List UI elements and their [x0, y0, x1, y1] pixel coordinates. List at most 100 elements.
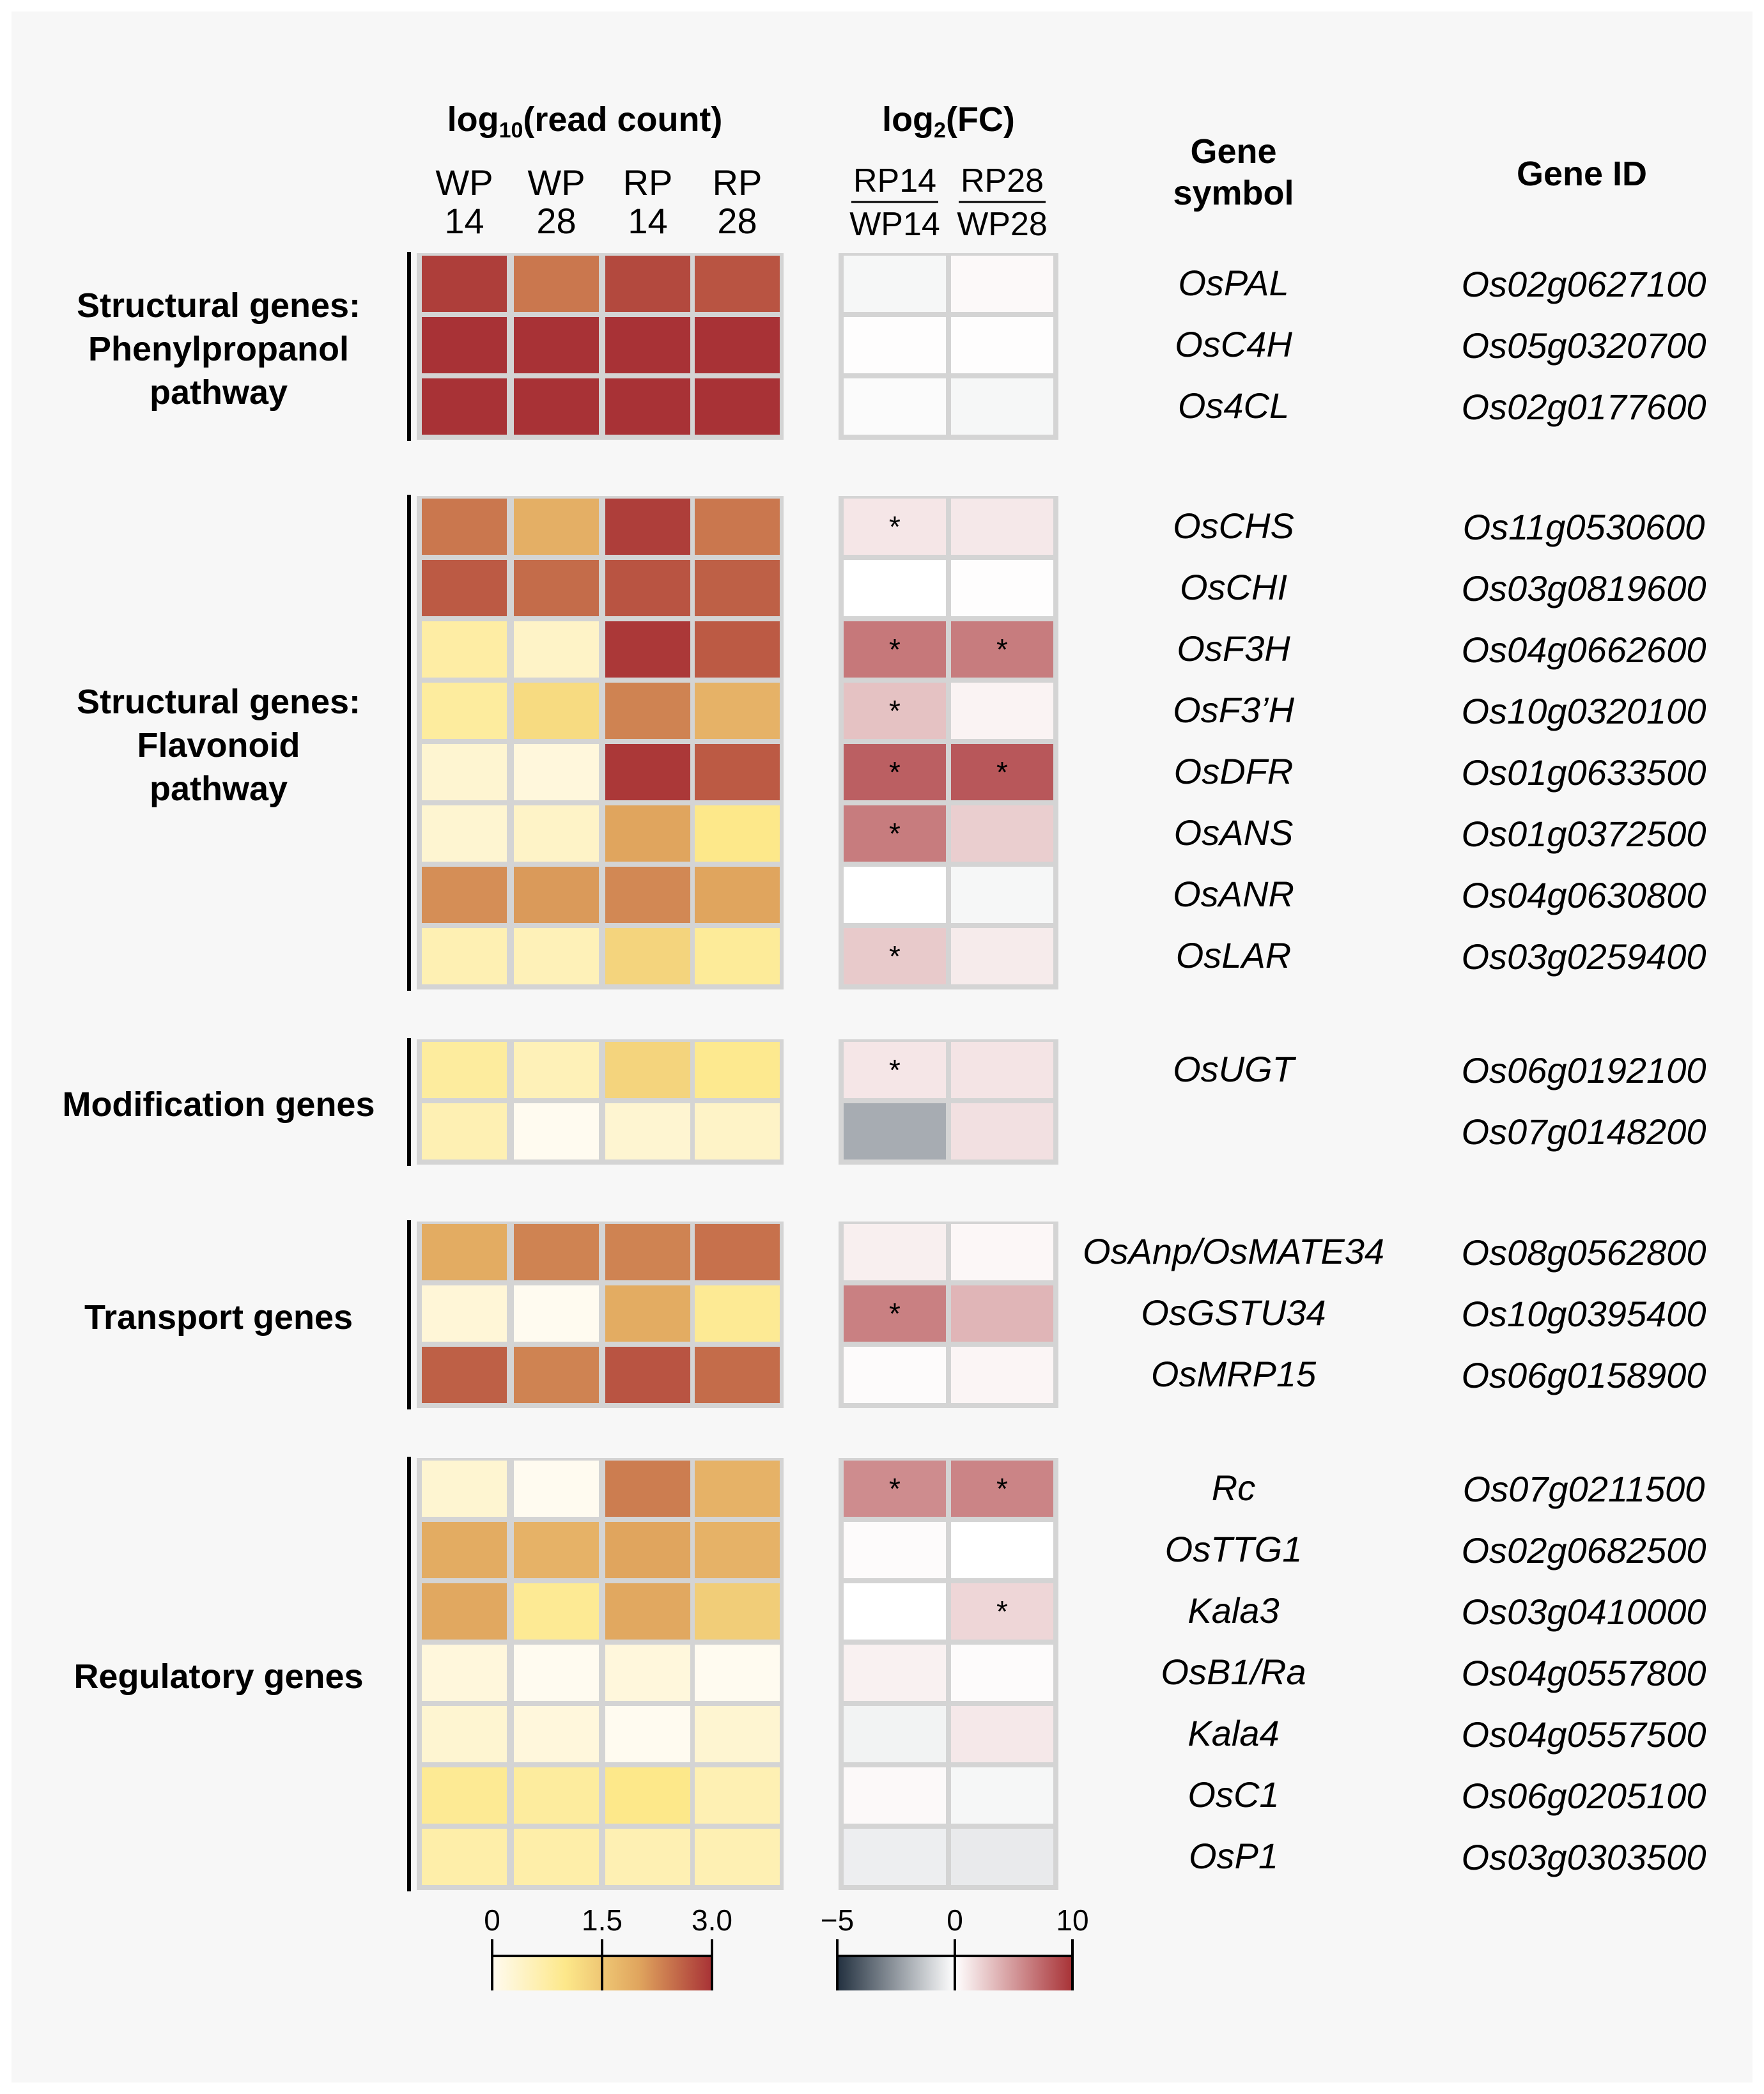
read-count-cell	[695, 1285, 780, 1342]
read-count-cell	[605, 1645, 690, 1701]
gene-id-label: Os03g0303500	[1461, 1837, 1706, 1877]
gene-id-label: Os01g0633500	[1461, 752, 1706, 793]
read-count-cell	[695, 1767, 780, 1824]
gene-symbol-label: OsUGT	[1173, 1049, 1297, 1089]
fold-change-cell	[844, 744, 946, 800]
read-count-cell	[514, 378, 599, 435]
gene-symbol-label: OsF3H	[1177, 628, 1290, 669]
fold-change-cell	[951, 499, 1053, 555]
read-count-cell	[695, 744, 780, 800]
fold-change-cell	[951, 317, 1053, 373]
significance-asterisk: *	[889, 1297, 901, 1330]
read-count-cell	[695, 560, 780, 616]
read-count-cell	[514, 560, 599, 616]
read-count-cell	[695, 1706, 780, 1762]
read-count-cell	[422, 805, 507, 862]
fold-change-colorbar-tick-label: −5	[821, 1904, 854, 1937]
read-count-cell	[695, 1522, 780, 1578]
read-count-cell	[514, 1767, 599, 1824]
read-count-cell	[605, 1767, 690, 1824]
column-label-4-line1: RP	[713, 162, 762, 203]
read-count-cell	[695, 867, 780, 923]
read-count-cell	[514, 683, 599, 739]
read-count-cell	[422, 1224, 507, 1280]
read-count-cell	[605, 256, 690, 312]
column-label-1-line2: 14	[444, 201, 484, 241]
fold-change-cell	[844, 317, 946, 373]
read-count-cell	[605, 1829, 690, 1885]
group-1-label-line2: Phenylpropanol	[88, 330, 349, 368]
read-count-cell	[422, 928, 507, 984]
fold-change-cell	[951, 378, 1053, 435]
read-count-cell	[514, 1829, 599, 1885]
fold-change-cell	[951, 1767, 1053, 1824]
significance-asterisk: *	[889, 1472, 901, 1505]
read-count-cell	[422, 1522, 507, 1578]
significance-asterisk: *	[996, 1472, 1008, 1505]
fold-change-cell	[951, 744, 1053, 800]
fold-change-cell	[951, 1461, 1053, 1517]
gene-id-label: Os07g0211500	[1463, 1469, 1705, 1509]
fold-change-cell	[844, 805, 946, 862]
gene-symbol-header-line2: symbol	[1173, 174, 1294, 212]
read-count-cell	[605, 1522, 690, 1578]
read-count-cell	[422, 499, 507, 555]
read-count-cell	[514, 1645, 599, 1701]
significance-asterisk: *	[889, 1053, 901, 1087]
significance-asterisk: *	[996, 633, 1008, 666]
read-count-cell	[514, 1583, 599, 1640]
read-count-cell	[695, 1829, 780, 1885]
fold-change-cell	[844, 1829, 946, 1885]
fold-change-cell	[951, 560, 1053, 616]
gene-id-label: Os04g0557500	[1461, 1714, 1706, 1755]
group-4-label-line1: Transport genes	[84, 1298, 353, 1337]
fold-change-cell	[844, 867, 946, 923]
significance-asterisk: *	[889, 756, 901, 789]
read-count-colorbar-tick-label: 0	[484, 1904, 500, 1937]
read-count-cell	[695, 1347, 780, 1403]
read-count-cell	[514, 499, 599, 555]
significance-asterisk: *	[996, 756, 1008, 789]
group-2-label-line1: Structural genes:	[77, 683, 360, 721]
read-count-cell	[514, 744, 599, 800]
read-count-cell	[695, 1645, 780, 1701]
gene-id-label: Os06g0205100	[1461, 1776, 1706, 1816]
fold-change-cell	[844, 1461, 946, 1517]
fold-change-cell	[844, 256, 946, 312]
read-count-cell	[514, 1706, 599, 1762]
read-count-cell	[695, 621, 780, 678]
gene-symbol-label: OsF3’H	[1173, 690, 1294, 730]
read-count-cell	[695, 683, 780, 739]
read-count-cell	[422, 1706, 507, 1762]
fold-change-cell	[844, 1103, 946, 1159]
read-count-cell	[422, 1461, 507, 1517]
fold-change-cell	[951, 1706, 1053, 1762]
fold-change-cell	[951, 1347, 1053, 1403]
read-count-cell	[695, 317, 780, 373]
gene-symbol-label: OsP1	[1189, 1836, 1278, 1876]
read-count-cell	[605, 1583, 690, 1640]
read-count-cell	[514, 1224, 599, 1280]
significance-asterisk: *	[889, 817, 901, 850]
gene-symbol-label: OsC4H	[1175, 324, 1292, 364]
read-count-cell	[422, 560, 507, 616]
fold-change-cell	[951, 1522, 1053, 1578]
gene-symbol-label: OsPAL	[1178, 263, 1288, 303]
fold-change-cell	[951, 1103, 1053, 1159]
gene-id-label: Os08g0562800	[1461, 1232, 1706, 1273]
gene-id-label: Os04g0557800	[1461, 1653, 1706, 1693]
gene-id-label: Os04g0630800	[1461, 875, 1706, 915]
group-2-label-line3: pathway	[150, 770, 288, 808]
panel-2-title: log2(FC)	[882, 100, 1015, 143]
gene-symbol-label: OsLAR	[1176, 935, 1292, 975]
read-count-cell	[605, 805, 690, 862]
fold-change-cell	[951, 867, 1053, 923]
gene-id-label: Os06g0158900	[1461, 1355, 1706, 1395]
group-1-label-line3: pathway	[150, 373, 288, 412]
gene-symbol-label: OsCHS	[1173, 506, 1294, 546]
read-count-cell	[695, 499, 780, 555]
fold-change-cell	[844, 1583, 946, 1640]
read-count-cell	[422, 867, 507, 923]
read-count-cell	[514, 867, 599, 923]
